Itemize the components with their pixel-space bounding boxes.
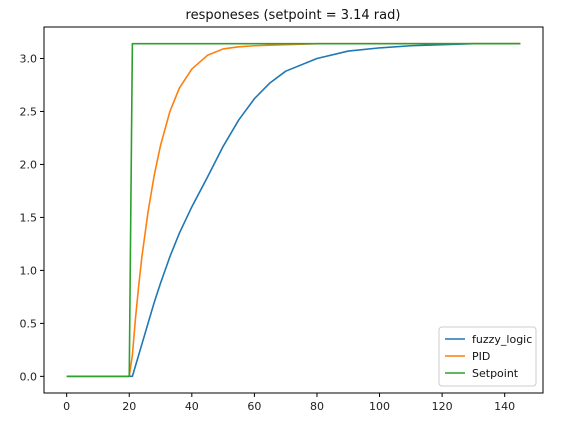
- x-tick-label: 120: [432, 400, 453, 413]
- series-line-pid: [66, 42, 521, 378]
- y-tick-label: 0.0: [20, 370, 38, 383]
- plot-frame: [43, 26, 544, 394]
- x-tick-label: 40: [185, 400, 199, 413]
- y-tick-label: 0.5: [20, 317, 38, 330]
- series-line-setpoint: [66, 42, 521, 378]
- x-tick-label: 20: [122, 400, 136, 413]
- y-axis: 0.0 0.5 1.0 1.5 2.0 2.5 3.0: [20, 52, 44, 383]
- legend-label: PID: [472, 350, 490, 363]
- x-tick-label: 100: [369, 400, 390, 413]
- y-tick-label: 1.5: [20, 211, 38, 224]
- legend-label: Setpoint: [472, 367, 519, 380]
- y-tick-label: 1.0: [20, 264, 38, 277]
- legend-box: [438, 326, 537, 387]
- legend: fuzzy_logic PID Setpoint: [438, 326, 537, 387]
- series-line-fuzzy-logic: [66, 42, 521, 378]
- y-tick-label: 3.0: [20, 52, 38, 65]
- x-tick-label: 80: [310, 400, 324, 413]
- x-axis: 0 20 40 60 80 100 120 140: [63, 393, 515, 413]
- series-layer: [66, 42, 521, 378]
- x-tick-label: 0: [63, 400, 70, 413]
- x-tick-label: 60: [247, 400, 261, 413]
- legend-label: fuzzy_logic: [472, 333, 532, 346]
- y-tick-label: 2.5: [20, 105, 38, 118]
- x-tick-label: 140: [494, 400, 515, 413]
- y-tick-label: 2.0: [20, 158, 38, 171]
- chart-title: responeses (setpoint = 3.14 rad): [186, 8, 401, 23]
